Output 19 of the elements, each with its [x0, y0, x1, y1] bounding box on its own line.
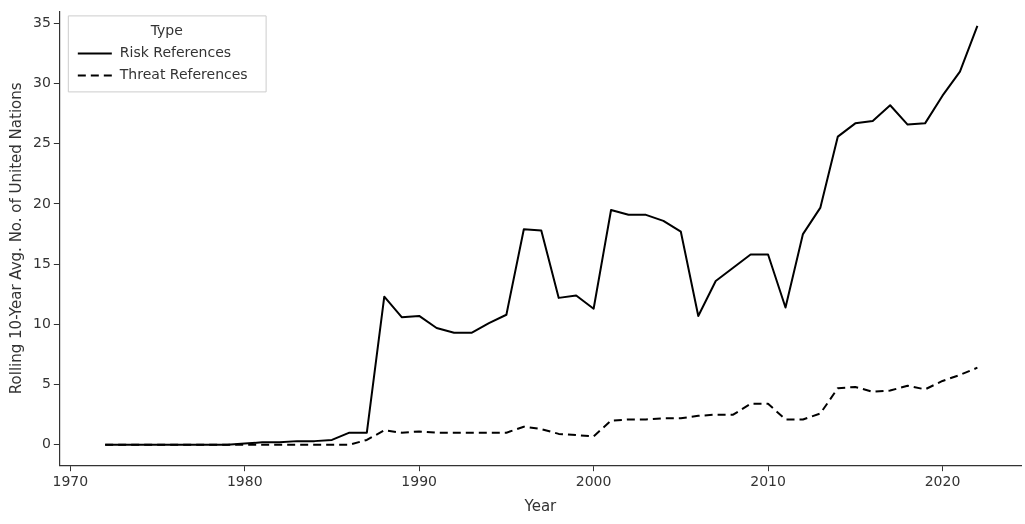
x-tick-label: 1990 — [401, 473, 437, 490]
y-tick-label: 25 — [32, 134, 51, 151]
x-tick-label: 2010 — [750, 473, 786, 490]
y-tick-label: 5 — [41, 375, 51, 392]
y-tick-label: 35 — [32, 14, 51, 31]
legend-title: Type — [149, 22, 183, 39]
y-tick-label: 20 — [32, 194, 51, 211]
y-tick-label: 30 — [32, 74, 51, 91]
y-tick-label: 10 — [32, 315, 51, 332]
x-tick-label: 2020 — [924, 473, 961, 490]
x-tick-label: 1980 — [226, 473, 263, 490]
y-tick-label: 0 — [41, 435, 51, 452]
y-tick-label: 15 — [32, 254, 51, 271]
legend-label: Risk References — [119, 44, 232, 61]
x-tick-label: 1970 — [52, 473, 89, 490]
legend-label: Threat References — [118, 66, 248, 83]
x-axis-title: Year — [523, 496, 558, 515]
x-tick-label: 2000 — [575, 473, 612, 490]
y-axis-title: Rolling 10-Year Avg. No. of United Nations — [6, 82, 25, 395]
